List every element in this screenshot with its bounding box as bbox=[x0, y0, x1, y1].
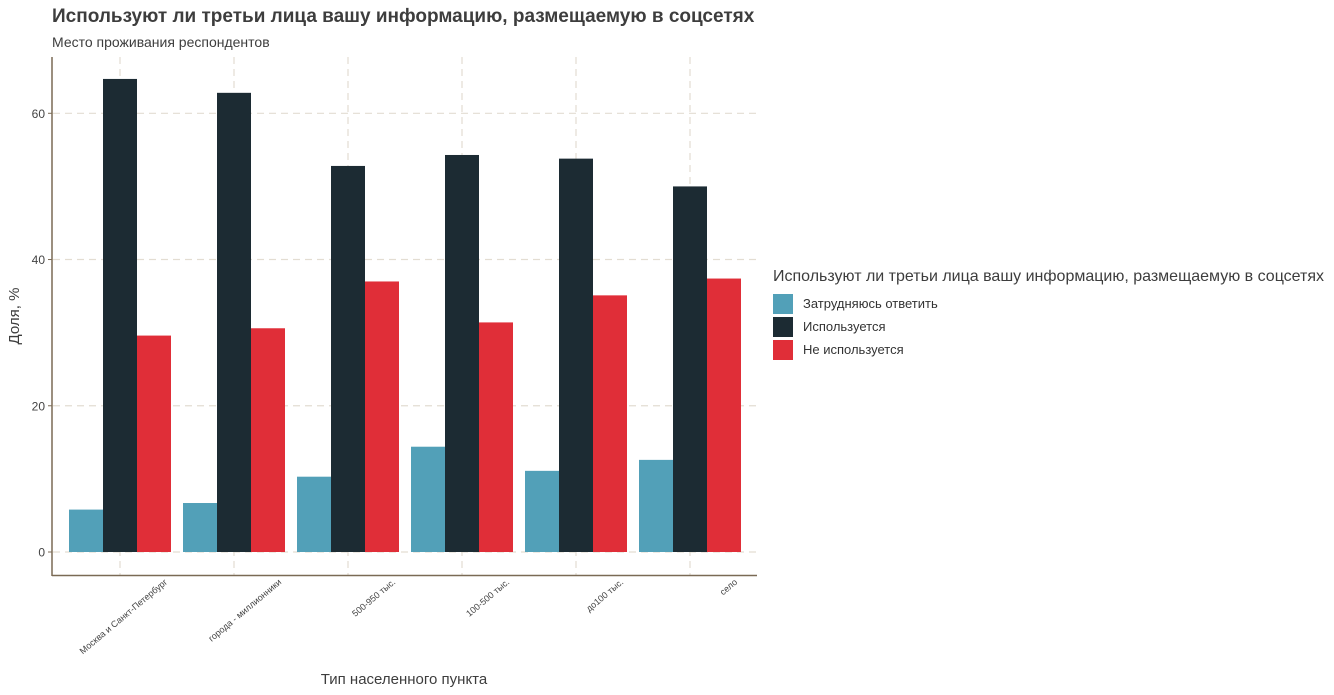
bar bbox=[479, 322, 513, 552]
x-tick-label: города - миллионники bbox=[207, 577, 284, 644]
bar bbox=[525, 470, 559, 552]
y-tick-label: 60 bbox=[32, 107, 46, 121]
bar bbox=[559, 158, 593, 552]
bar bbox=[365, 281, 399, 552]
legend-item: Используется bbox=[773, 315, 1324, 338]
legend-item: Не используется bbox=[773, 338, 1324, 361]
x-axis-title: Тип населенного пункта bbox=[321, 671, 488, 688]
x-tick-label: Москва и Санкт-Петербург bbox=[78, 576, 170, 656]
bar bbox=[593, 295, 627, 552]
y-axis-title: Доля, % bbox=[6, 288, 23, 345]
bar bbox=[251, 328, 285, 552]
legend-swatch bbox=[773, 316, 793, 337]
legend-label: Затрудняюсь ответить bbox=[803, 296, 938, 311]
y-tick-label: 0 bbox=[38, 546, 45, 560]
y-tick-label: 20 bbox=[32, 399, 46, 413]
legend-item: Затрудняюсь ответить bbox=[773, 292, 1324, 315]
chart-subtitle: Место проживания респондентов bbox=[52, 34, 270, 50]
bar bbox=[69, 509, 103, 552]
bar bbox=[411, 446, 445, 552]
x-tick-label: село bbox=[718, 577, 739, 597]
legend: Используют ли третьи лица вашу информаци… bbox=[773, 268, 1324, 361]
x-tick-label: 100-500 тыс. bbox=[464, 577, 511, 619]
legend-swatch bbox=[773, 339, 793, 360]
x-tick-label: 500-950 тыс. bbox=[350, 577, 397, 619]
bar bbox=[639, 459, 673, 552]
legend-label: Используется bbox=[803, 319, 886, 334]
bar bbox=[217, 92, 251, 552]
legend-label: Не используется bbox=[803, 342, 904, 357]
bar bbox=[707, 278, 741, 552]
bar bbox=[137, 335, 171, 552]
x-tick-label: до100 тыс. bbox=[584, 577, 625, 614]
legend-swatch bbox=[773, 293, 793, 314]
bar bbox=[331, 165, 365, 553]
bar bbox=[445, 154, 479, 552]
bar bbox=[103, 78, 137, 553]
y-tick-label: 40 bbox=[32, 253, 46, 267]
legend-title: Используют ли третьи лица вашу информаци… bbox=[773, 268, 1325, 285]
bar bbox=[183, 503, 217, 552]
bar bbox=[673, 186, 707, 552]
chart-title: Используют ли третьи лица вашу информаци… bbox=[52, 6, 755, 27]
bar bbox=[297, 476, 331, 552]
